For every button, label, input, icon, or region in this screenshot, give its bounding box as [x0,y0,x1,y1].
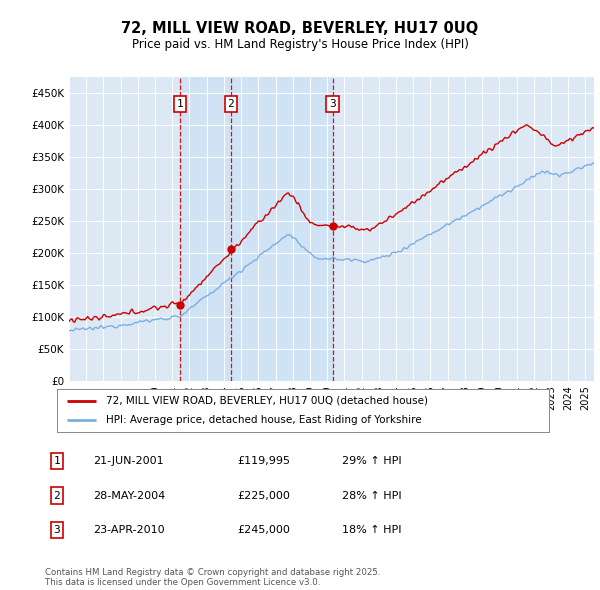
Text: 2: 2 [53,491,61,500]
Text: £225,000: £225,000 [237,491,290,500]
Text: 3: 3 [53,525,61,535]
Text: 1: 1 [177,99,184,109]
Text: 2: 2 [227,99,235,109]
Text: 18% ↑ HPI: 18% ↑ HPI [342,525,401,535]
Text: 28% ↑ HPI: 28% ↑ HPI [342,491,401,500]
Text: 72, MILL VIEW ROAD, BEVERLEY, HU17 0UQ: 72, MILL VIEW ROAD, BEVERLEY, HU17 0UQ [121,21,479,35]
Text: Contains HM Land Registry data © Crown copyright and database right 2025.
This d: Contains HM Land Registry data © Crown c… [45,568,380,587]
Text: 3: 3 [329,99,336,109]
Text: 29% ↑ HPI: 29% ↑ HPI [342,457,401,466]
Text: Price paid vs. HM Land Registry's House Price Index (HPI): Price paid vs. HM Land Registry's House … [131,38,469,51]
Bar [180,77,332,381]
Text: 23-APR-2010: 23-APR-2010 [93,525,164,535]
Text: £119,995: £119,995 [237,457,290,466]
Text: £245,000: £245,000 [237,525,290,535]
Text: HPI: Average price, detached house, East Riding of Yorkshire: HPI: Average price, detached house, East… [106,415,422,425]
Text: 28-MAY-2004: 28-MAY-2004 [93,491,165,500]
Text: 1: 1 [53,457,61,466]
Text: 21-JUN-2001: 21-JUN-2001 [93,457,164,466]
Text: 72, MILL VIEW ROAD, BEVERLEY, HU17 0UQ (detached house): 72, MILL VIEW ROAD, BEVERLEY, HU17 0UQ (… [106,396,428,406]
